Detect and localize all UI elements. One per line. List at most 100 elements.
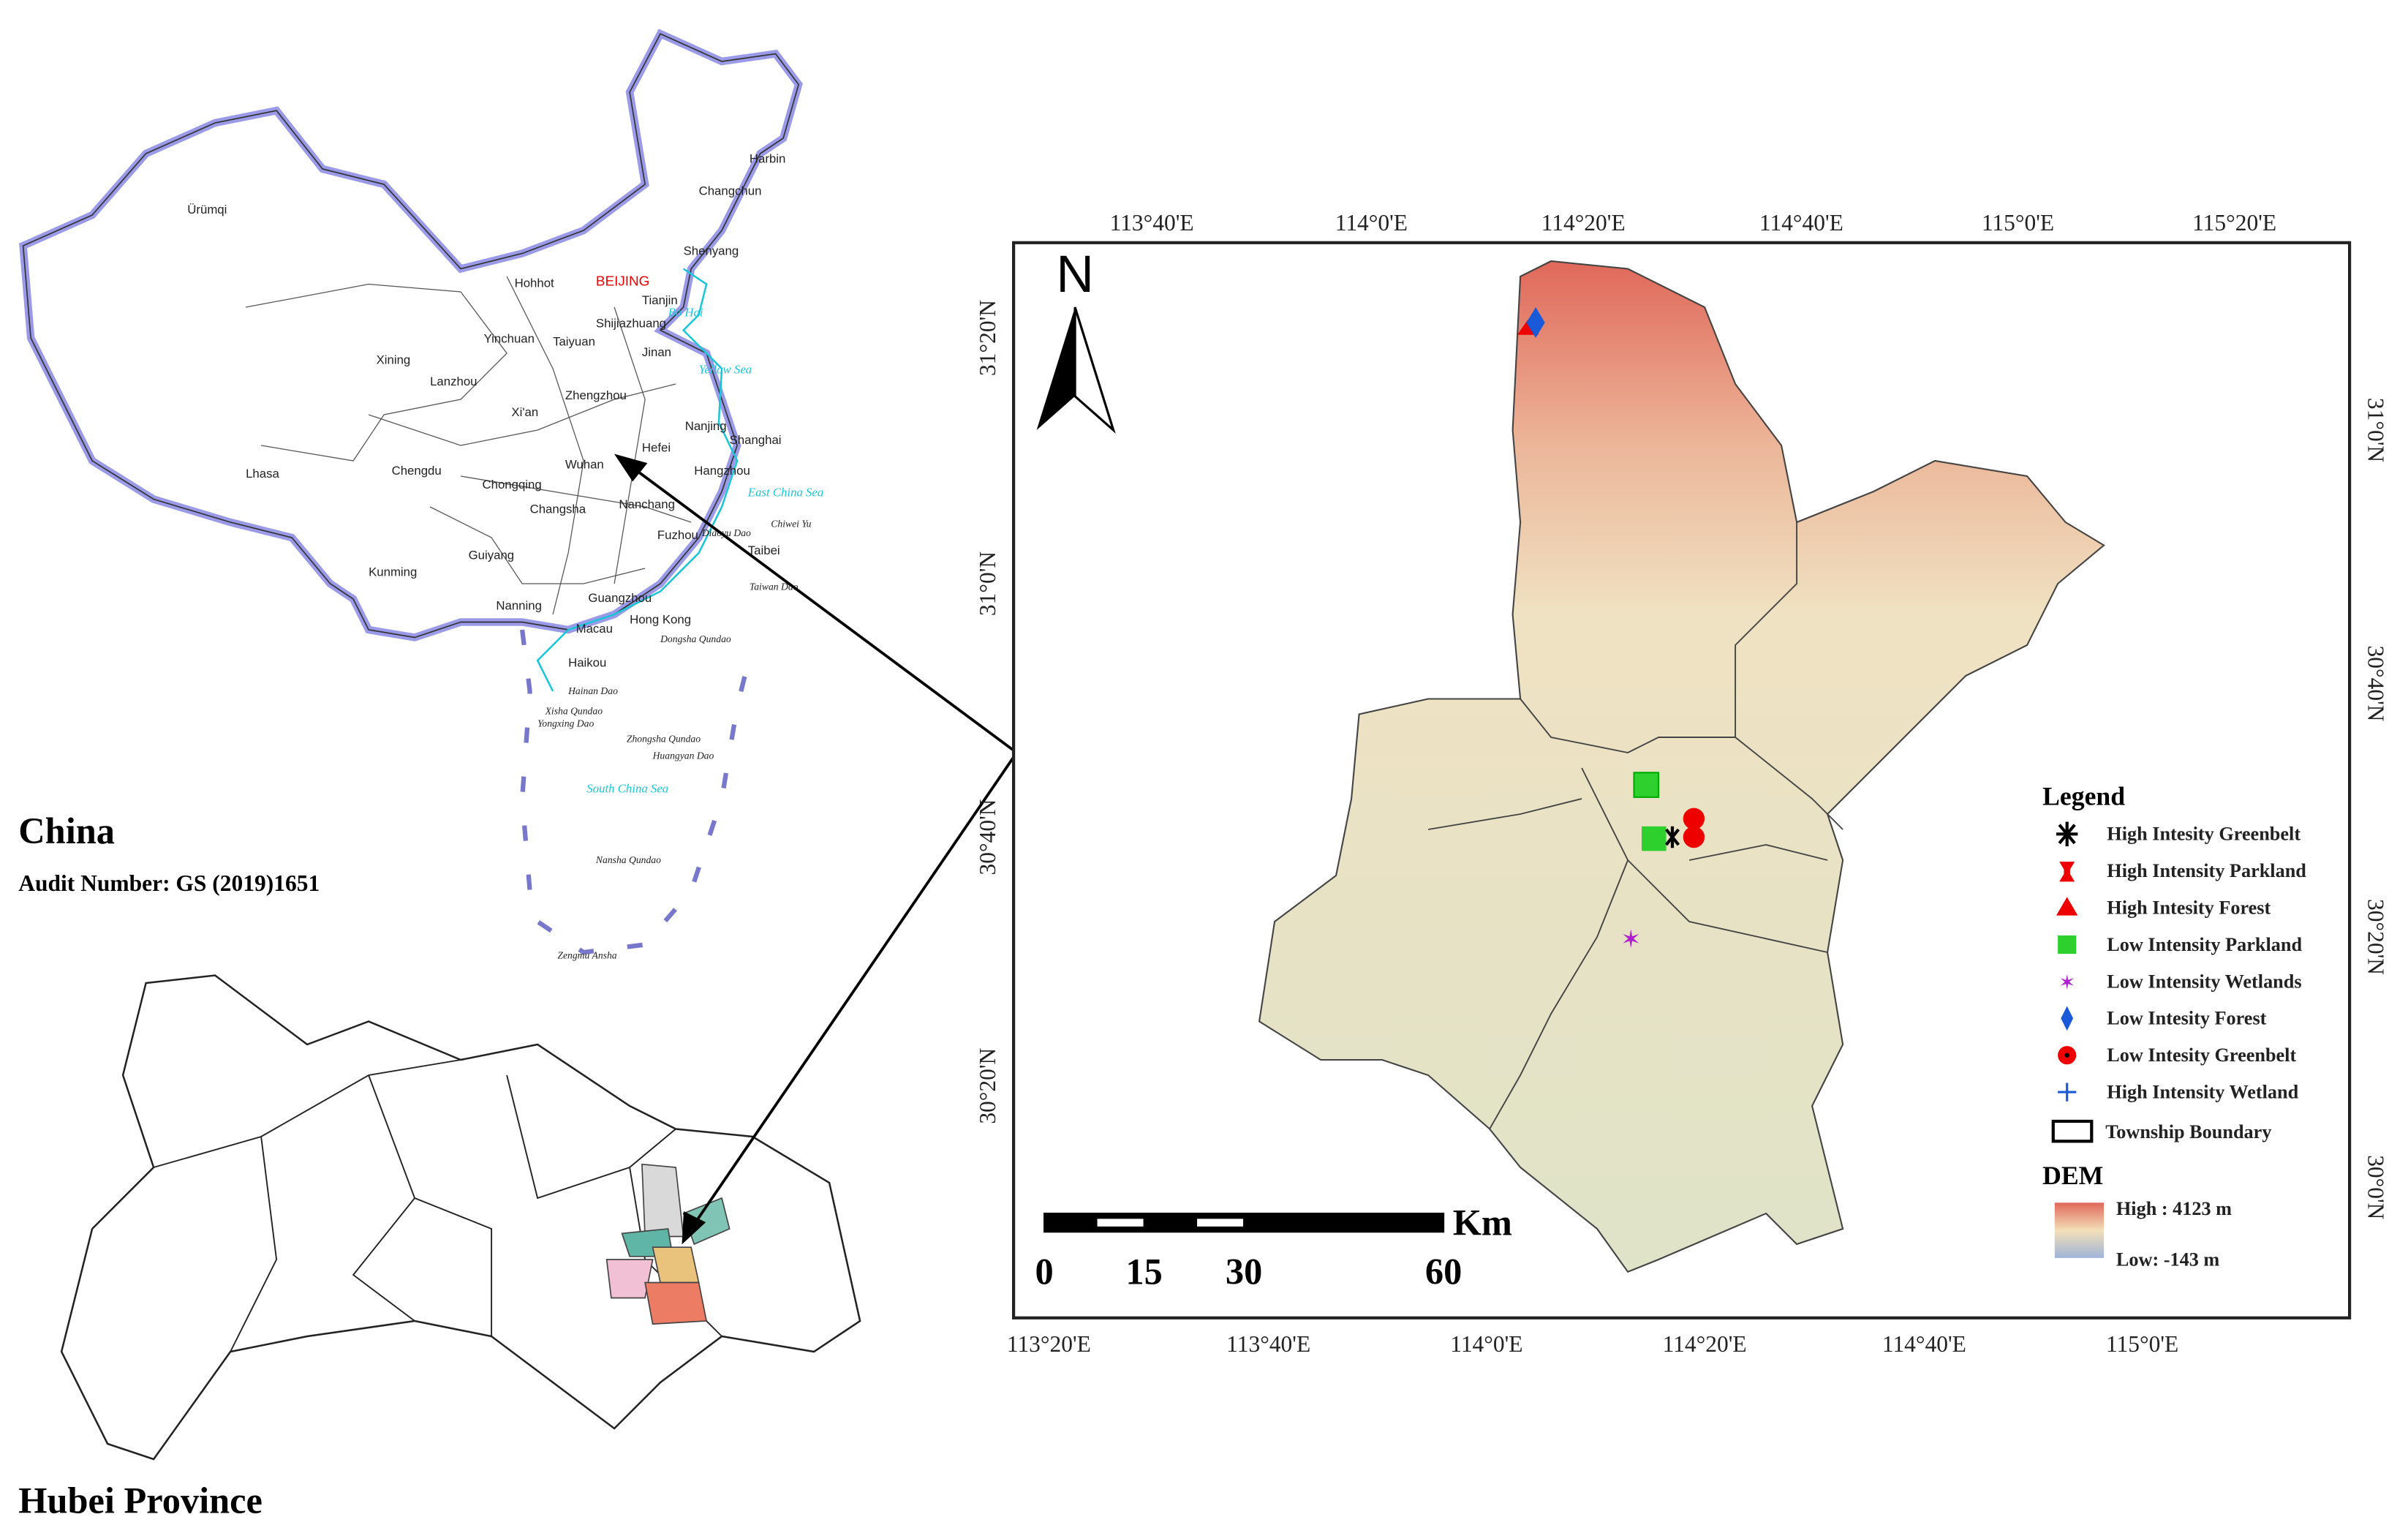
place-label: Shijiazhuang (596, 316, 666, 330)
province-lines (245, 276, 692, 615)
lat-label: 30°40'N (2363, 646, 2388, 722)
place-label: BEIJING (596, 274, 649, 290)
place-label: Bo Hai (668, 306, 703, 320)
scale-bar (1043, 1212, 1445, 1233)
lat-label: 30°0'N (2363, 1155, 2388, 1219)
place-label: Shenyang (684, 244, 739, 258)
svg-text:✶: ✶ (1620, 927, 1641, 954)
lon-label: 114°0'E (1450, 1331, 1522, 1357)
place-label: Fuzhou (657, 528, 698, 542)
township-boundaries (1427, 522, 1843, 1129)
place-label: South China Sea (586, 782, 668, 796)
place-label: Haikou (568, 655, 606, 669)
place-label: Tianjin (642, 293, 678, 307)
place-label: Taiwan Dao (750, 581, 799, 592)
dem-low: Low: -143 m (2116, 1249, 2220, 1270)
place-label: Chengdu (392, 464, 442, 478)
dem-high: High : 4123 m (2116, 1198, 2232, 1219)
legend-icon (2051, 1119, 2094, 1143)
legend-symbol (2058, 1083, 2077, 1102)
legend-label: Township Boundary (2105, 1121, 2271, 1142)
lon-label: 113°20'E (1007, 1331, 1091, 1357)
legend-title: Legend (2042, 781, 2125, 810)
place-label: Yongxing Dao (537, 718, 594, 729)
lat-label: 31°0'N (975, 551, 1000, 616)
hubei-outline (60, 974, 861, 1461)
place-label: Harbin (750, 152, 785, 166)
lat-label: 31°0'N (2363, 398, 2388, 462)
place-label: Zengmu Ansha (557, 949, 616, 960)
legend-icon (2056, 897, 2078, 916)
china-outline (19, 29, 803, 641)
place-label: Hong Kong (630, 613, 691, 627)
nine-dash-line (519, 629, 755, 955)
north-label: N (1056, 245, 1094, 304)
legend-symbol (2051, 1119, 2094, 1143)
hubei-title: Hubei Province (18, 1480, 263, 1521)
place-label: Chongqing (483, 478, 542, 492)
scale-label: 15 (1125, 1251, 1162, 1292)
place-label: Dongsha Qundao (660, 633, 731, 644)
place-label: Xisha Qundao (545, 706, 603, 717)
legend-symbol (2058, 935, 2077, 955)
place-label: Wuhan (565, 458, 604, 472)
place-label: Chiwei Yu (771, 518, 811, 529)
legend-label: High Intesity Greenbelt (2107, 824, 2301, 845)
legend-label: Low Intensity Wetlands (2107, 971, 2301, 992)
lon-label: 114°40'E (1882, 1331, 1966, 1357)
site-markers: ✶ (1517, 307, 1705, 954)
lon-label: 115°20'E (2192, 210, 2276, 236)
legend-icon (2059, 862, 2075, 882)
place-label: Nanning (496, 599, 542, 613)
place-label: Yellow Sea (699, 362, 752, 376)
place-label: Ürümqi (187, 203, 227, 217)
place-label: Hohhot (515, 276, 554, 290)
legend-icon (2058, 1083, 2077, 1102)
lon-label: 113°40'E (1110, 210, 1194, 236)
audit-number: Audit Number: GS (2019)1651 (18, 870, 320, 896)
place-label: Macau (576, 622, 613, 636)
place-label: Lhasa (246, 467, 279, 481)
china-title: China (18, 810, 115, 851)
north-arrow: N (1036, 245, 1116, 434)
place-label: Hangzhou (694, 464, 750, 478)
scale-unit: Km (1453, 1202, 1512, 1243)
legend-icon (2058, 935, 2077, 955)
lon-label: 113°40'E (1226, 1331, 1310, 1357)
legend-symbol: ✶ (2058, 971, 2075, 993)
place-label: Guangzhou (588, 591, 652, 605)
pointer-arrows (614, 453, 1018, 1245)
lon-label: 115°0'E (2106, 1331, 2178, 1357)
coast (536, 268, 739, 692)
place-label: Yinchuan (484, 331, 535, 345)
scale-label: 60 (1425, 1251, 1462, 1292)
place-label: Changchun (699, 184, 762, 198)
place-label: Changsha (530, 502, 586, 516)
place-label: Nanchang (619, 497, 675, 511)
scale-label: 0 (1035, 1251, 1053, 1292)
legend-label: Low Intesity Forest (2107, 1008, 2266, 1029)
scale-label: 30 (1226, 1251, 1262, 1292)
legend-symbol (2056, 821, 2078, 847)
place-label: Lanzhou (430, 374, 477, 388)
place-label: Taibei (748, 543, 780, 557)
dem-ramp (2054, 1202, 2105, 1258)
lon-label: 114°20'E (1541, 210, 1626, 236)
lon-label: 114°40'E (1759, 210, 1843, 236)
lon-label: 115°0'E (1982, 210, 2054, 236)
lat-label: 30°20'N (2363, 899, 2388, 975)
legend-symbol (2059, 862, 2075, 882)
place-label: East China Sea (747, 485, 823, 499)
legend-label: High Intesity Forest (2107, 897, 2271, 919)
place-label: Zhongsha Qundao (627, 733, 701, 744)
place-label: Xining (377, 353, 411, 367)
lat-label: 31°20'N (975, 300, 1000, 376)
legend-symbol (2056, 897, 2078, 916)
place-label: Jinan (642, 345, 671, 359)
legend-icon (2056, 821, 2078, 847)
place-label: Shanghai (730, 433, 782, 447)
legend-label: Low Intesity Greenbelt (2107, 1044, 2296, 1066)
place-label: Xi'an (511, 405, 538, 419)
wuhan-districts (605, 1163, 731, 1325)
